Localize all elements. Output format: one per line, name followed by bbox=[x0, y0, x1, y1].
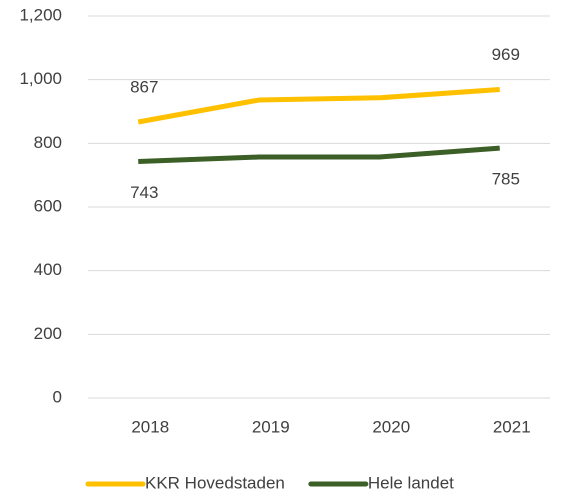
y-tick-label: 0 bbox=[53, 387, 62, 406]
series-line bbox=[138, 145, 500, 164]
y-tick-label: 800 bbox=[34, 133, 62, 152]
y-tick-label: 600 bbox=[34, 196, 62, 215]
legend-label: KKR Hovedstaden bbox=[145, 473, 285, 492]
x-tick-label: 2020 bbox=[372, 417, 410, 436]
y-tick-label: 1,000 bbox=[19, 69, 62, 88]
series-line bbox=[137, 87, 500, 125]
x-tick-label: 2021 bbox=[493, 417, 531, 436]
y-tick-label: 1,200 bbox=[19, 5, 62, 24]
data-label: 785 bbox=[492, 170, 520, 189]
data-label: 743 bbox=[130, 183, 158, 202]
x-tick-label: 2018 bbox=[131, 417, 169, 436]
data-label: 969 bbox=[492, 45, 520, 64]
y-tick-label: 400 bbox=[34, 260, 62, 279]
legend-label: Hele landet bbox=[368, 473, 454, 492]
y-tick-label: 200 bbox=[34, 324, 62, 343]
x-tick-label: 2019 bbox=[252, 417, 290, 436]
data-label: 867 bbox=[130, 77, 158, 96]
